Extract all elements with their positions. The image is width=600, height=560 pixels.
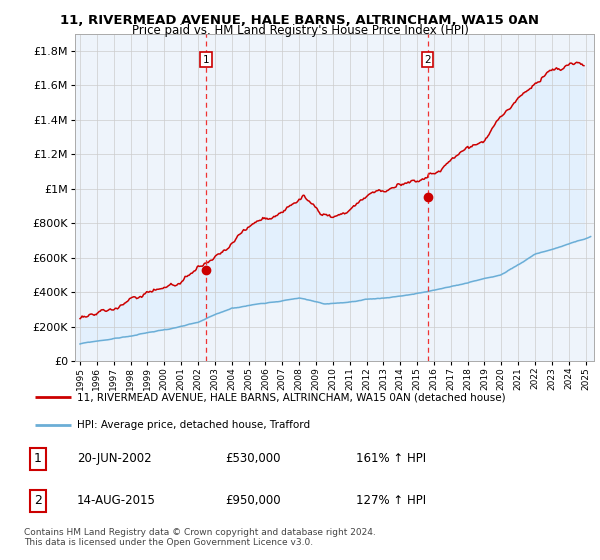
Text: 161% ↑ HPI: 161% ↑ HPI (356, 452, 426, 465)
Text: Contains HM Land Registry data © Crown copyright and database right 2024.: Contains HM Land Registry data © Crown c… (24, 528, 376, 536)
Text: Price paid vs. HM Land Registry's House Price Index (HPI): Price paid vs. HM Land Registry's House … (131, 24, 469, 37)
Text: £530,000: £530,000 (225, 452, 280, 465)
Text: 127% ↑ HPI: 127% ↑ HPI (356, 494, 426, 507)
Text: 11, RIVERMEAD AVENUE, HALE BARNS, ALTRINCHAM, WA15 0AN (detached house): 11, RIVERMEAD AVENUE, HALE BARNS, ALTRIN… (77, 392, 506, 402)
Text: 2: 2 (34, 494, 42, 507)
Text: HPI: Average price, detached house, Trafford: HPI: Average price, detached house, Traf… (77, 420, 310, 430)
Text: 14-AUG-2015: 14-AUG-2015 (77, 494, 156, 507)
Text: 1: 1 (34, 452, 42, 465)
Text: 2: 2 (424, 55, 431, 65)
Text: 1: 1 (203, 55, 209, 65)
Text: £950,000: £950,000 (225, 494, 281, 507)
Text: 20-JUN-2002: 20-JUN-2002 (77, 452, 152, 465)
Text: 11, RIVERMEAD AVENUE, HALE BARNS, ALTRINCHAM, WA15 0AN: 11, RIVERMEAD AVENUE, HALE BARNS, ALTRIN… (61, 14, 539, 27)
Text: This data is licensed under the Open Government Licence v3.0.: This data is licensed under the Open Gov… (24, 538, 313, 547)
